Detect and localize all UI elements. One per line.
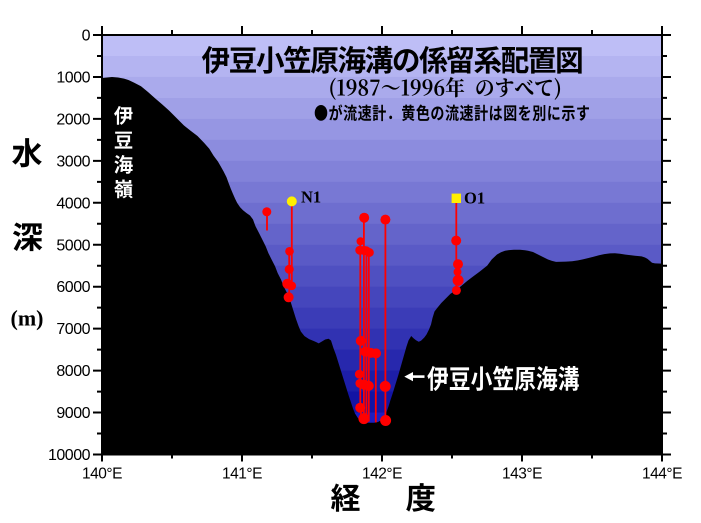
svg-text:4000: 4000 [56, 195, 90, 212]
svg-text:10000: 10000 [48, 447, 91, 464]
svg-text:2000: 2000 [56, 111, 90, 128]
svg-text:N1: N1 [301, 188, 321, 207]
svg-text:8000: 8000 [56, 363, 90, 380]
svg-text:143°E: 143°E [502, 466, 542, 483]
svg-text:144°E: 144°E [642, 466, 682, 483]
svg-text:140°E: 140°E [82, 466, 122, 483]
svg-text:9000: 9000 [56, 405, 90, 422]
svg-text:0: 0 [82, 28, 91, 45]
svg-text:3000: 3000 [56, 153, 90, 170]
svg-text:5000: 5000 [56, 237, 90, 254]
svg-text:141°E: 141°E [222, 466, 262, 483]
svg-text:7000: 7000 [56, 321, 90, 338]
svg-text:142°E: 142°E [362, 466, 402, 483]
svg-text:O1: O1 [464, 189, 485, 208]
svg-text:6000: 6000 [56, 279, 90, 296]
svg-text:(m): (m) [11, 306, 44, 331]
svg-text:1000: 1000 [56, 69, 90, 86]
